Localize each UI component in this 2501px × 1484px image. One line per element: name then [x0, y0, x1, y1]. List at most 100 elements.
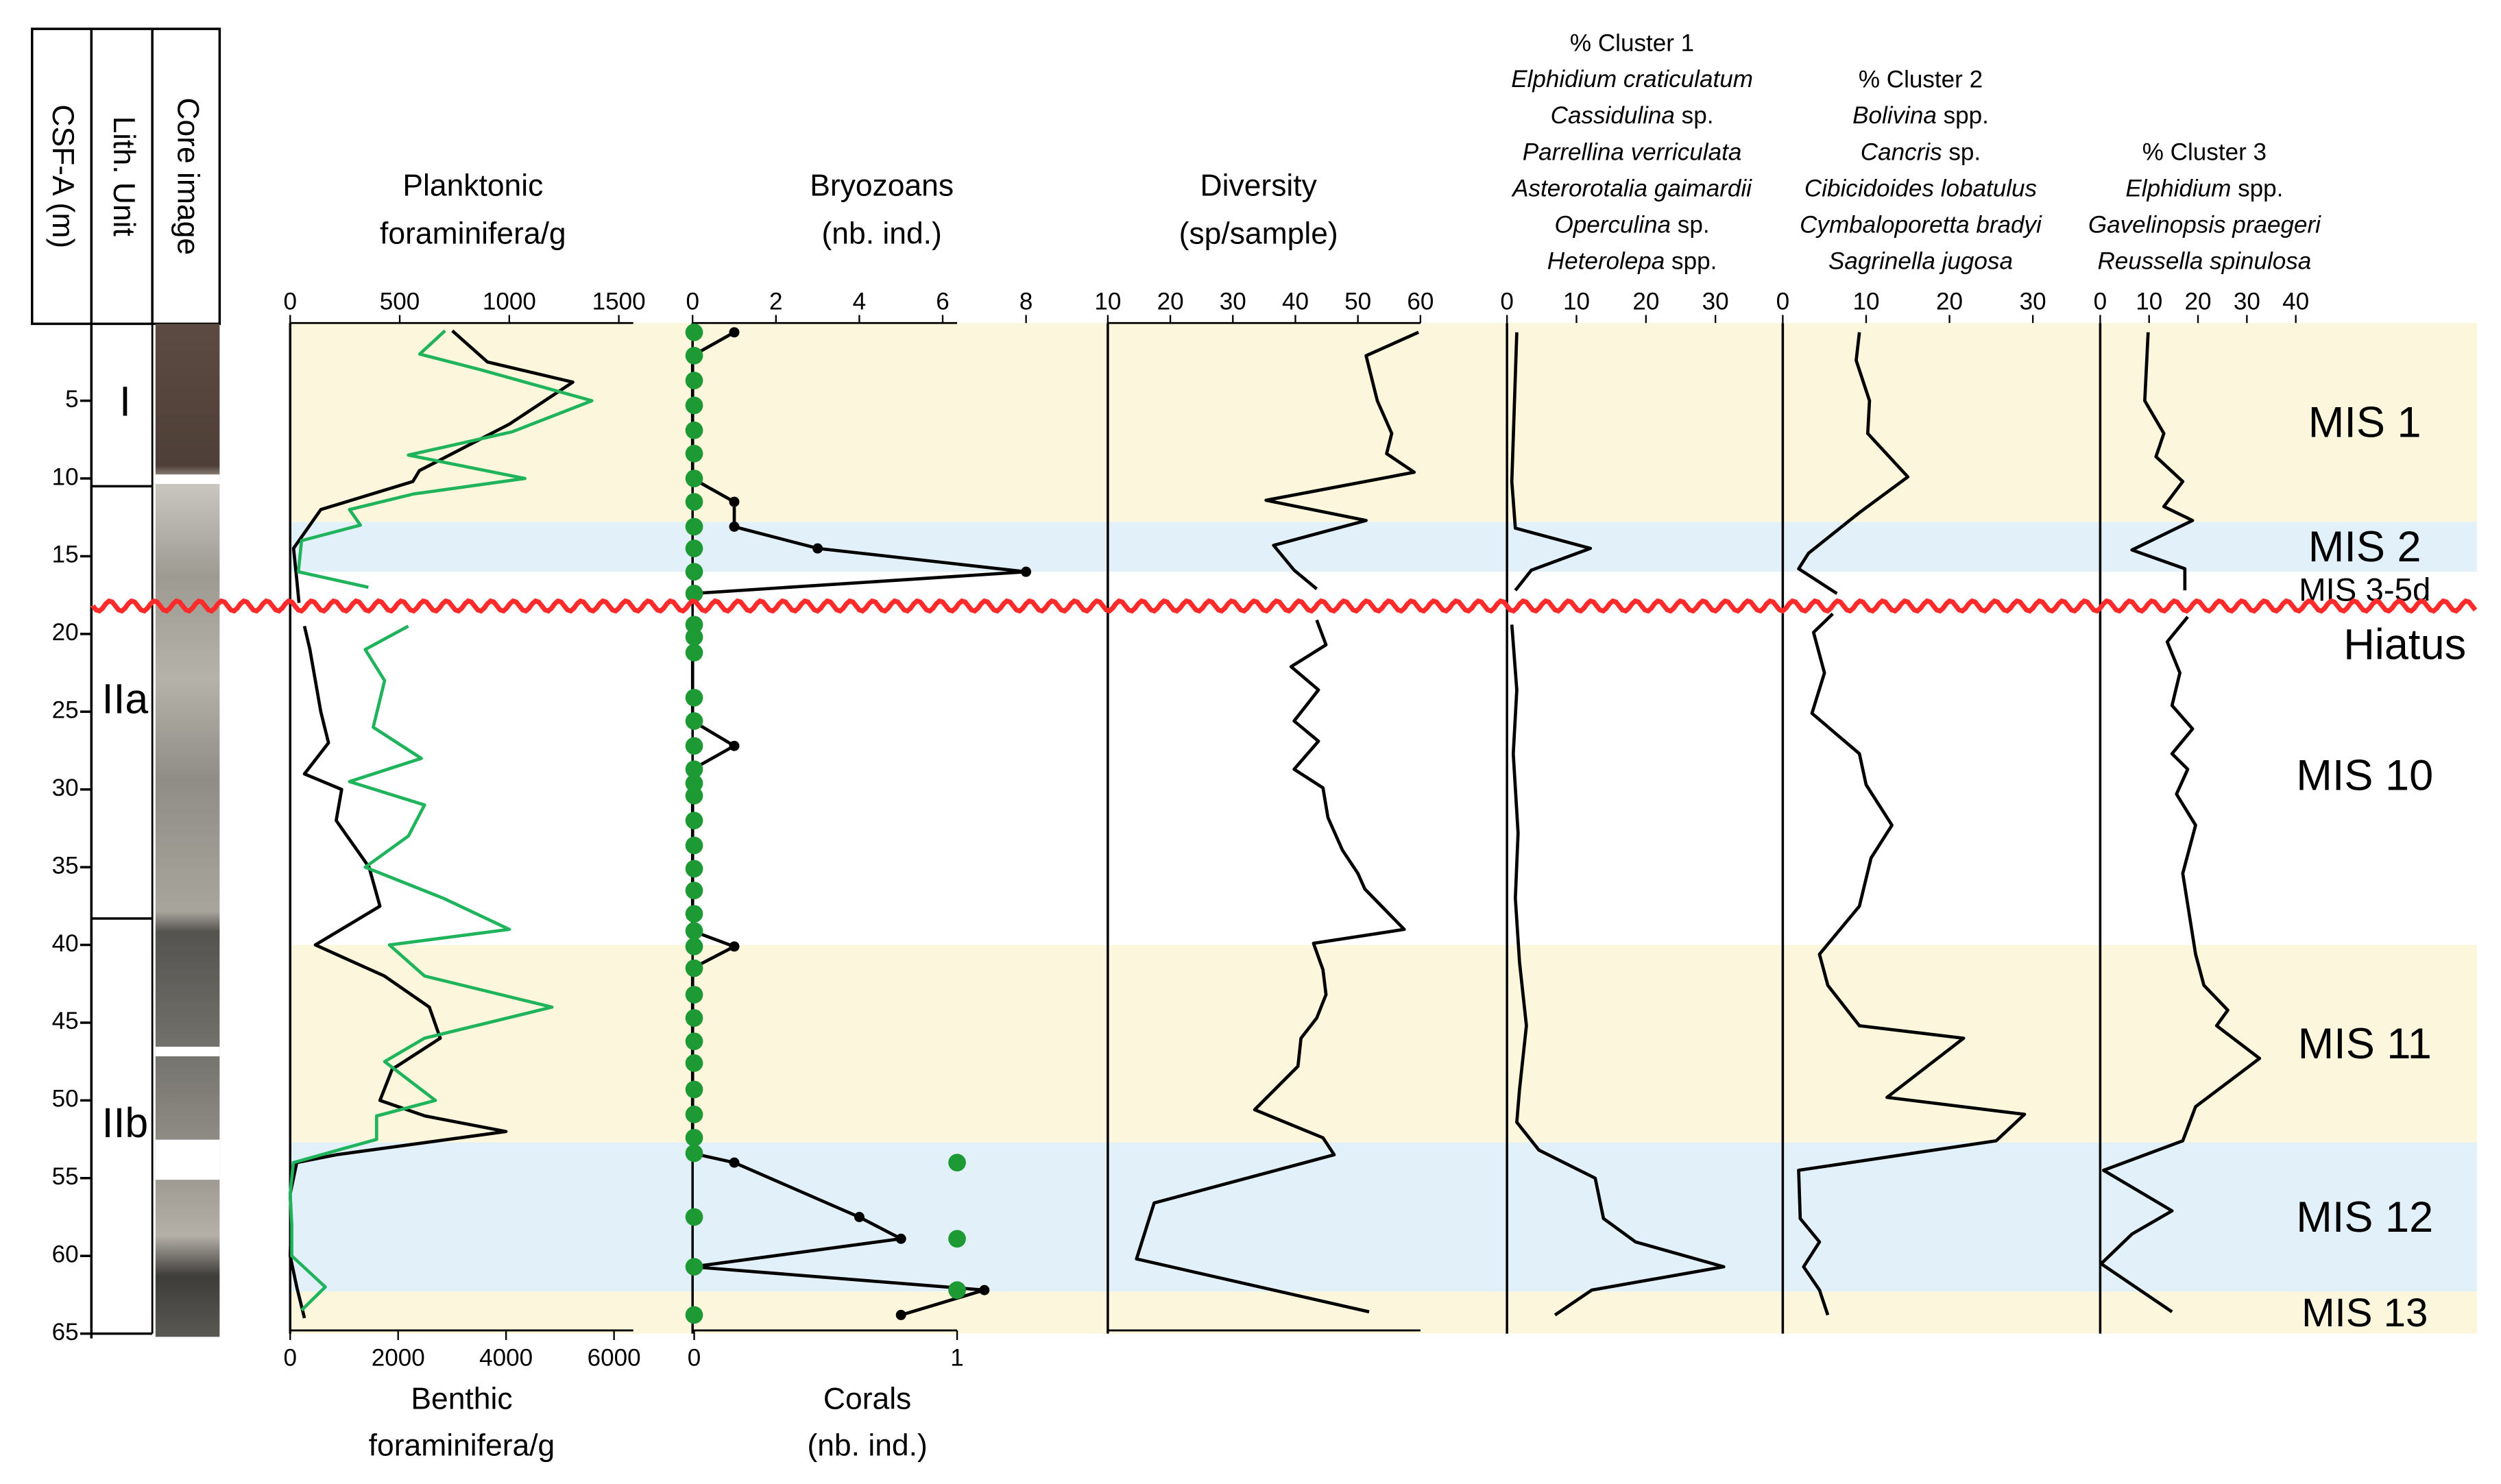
depth-tick-label: 35	[52, 852, 79, 879]
x-tick-label: 500	[380, 288, 420, 315]
data-point	[685, 470, 703, 487]
hiatus-line	[90, 598, 2478, 614]
interval-label: MIS 13	[2301, 1291, 2428, 1335]
x-tick-label: 0	[2094, 288, 2107, 315]
x-tick-label: 0	[688, 1344, 701, 1371]
interval-label: MIS 11	[2298, 1020, 2432, 1068]
interval-label: MIS 10	[2296, 752, 2433, 800]
data-point	[729, 941, 740, 952]
data-point	[685, 1128, 703, 1147]
x-tick-label: 30	[1702, 288, 1729, 315]
data-point	[895, 1309, 906, 1320]
x-tick-label: 6	[936, 288, 950, 315]
interval-bands	[290, 323, 2477, 1334]
species-name: Cibicidoides lobatulus	[1804, 175, 2037, 202]
core-gap	[155, 1047, 220, 1057]
x-tick-label: 10	[1852, 288, 1879, 315]
x-tick-label: 0	[284, 1344, 298, 1371]
depth-tick-label: 5	[65, 386, 79, 413]
x-tick-label: 40	[1282, 288, 1309, 315]
axis-title: Bryozoans	[810, 169, 954, 202]
x-tick-label: 30	[2020, 288, 2046, 315]
data-point	[729, 740, 740, 751]
species-name: Reussella spinulosa	[2097, 248, 2311, 275]
species-name: Gavelinopsis praegeri	[2088, 212, 2321, 239]
data-point	[854, 1212, 865, 1222]
data-point	[685, 518, 703, 536]
data-point	[685, 1009, 703, 1027]
species-name: Asterorotalia gaimardii	[1511, 175, 1752, 202]
axis-title: % Cluster 1	[1570, 29, 1694, 56]
data-point	[685, 937, 703, 956]
data-point	[685, 1054, 703, 1072]
lith-label: IIb	[102, 1099, 149, 1146]
column-header: Core image	[171, 97, 205, 255]
x-tick-label: 0	[1776, 288, 1790, 315]
header-box	[31, 27, 221, 326]
species-name: Cancris sp.	[1861, 139, 1981, 166]
data-point	[685, 396, 703, 415]
x-tick-label: 6000	[588, 1344, 641, 1371]
data-point	[685, 905, 703, 923]
x-tick-label: 20	[1157, 288, 1184, 315]
data-point	[685, 346, 703, 365]
data-point	[685, 1258, 703, 1276]
data-point	[685, 1105, 703, 1123]
interval-band	[290, 1142, 2477, 1292]
data-line	[1510, 332, 1593, 592]
interval-band	[290, 522, 2477, 572]
data-point	[685, 628, 703, 646]
data-line	[288, 624, 554, 1312]
species-name: Parrellina verriculata	[1523, 139, 1742, 166]
data-point	[685, 644, 703, 661]
axis-title: Benthic	[411, 1383, 512, 1416]
data-point	[948, 1154, 966, 1171]
data-point	[685, 737, 703, 755]
x-tick-label: 10	[1094, 288, 1121, 315]
data-point	[729, 327, 740, 338]
data-point	[685, 1080, 703, 1099]
depth-tick-label: 15	[52, 542, 79, 568]
x-tick-label: 2	[769, 288, 783, 315]
depth-tick-label: 20	[52, 619, 79, 646]
data-point	[685, 881, 703, 900]
data-point	[685, 1306, 703, 1324]
x-tick-label: 1000	[483, 288, 536, 315]
axis-title: foraminifera/g	[380, 217, 566, 251]
data-point	[948, 1281, 966, 1299]
data-line	[1797, 332, 1910, 595]
data-point	[685, 585, 703, 603]
axis-title: foraminifera/g	[369, 1428, 555, 1462]
species-name: Cymbaloporetta bradyi	[1800, 212, 2042, 239]
axis-title: Diversity	[1200, 169, 1318, 202]
column-header: Lith. Unit	[107, 117, 141, 237]
interval-label: MIS 3-5d	[2299, 572, 2430, 608]
x-tick-label: 20	[2185, 288, 2212, 315]
depth-tick-label: 55	[52, 1163, 79, 1190]
lith-label: I	[119, 378, 131, 424]
data-point	[685, 539, 703, 557]
data-point	[685, 860, 703, 878]
x-tick-label: 0	[686, 288, 699, 315]
data-point	[685, 760, 703, 779]
data-point	[685, 959, 703, 977]
axis-title: % Cluster 3	[2142, 139, 2267, 166]
data-point	[685, 616, 703, 634]
species-name: Operculina sp.	[1555, 212, 1710, 239]
x-tick-label: 10	[1563, 288, 1590, 315]
x-tick-label: 4000	[479, 1344, 533, 1371]
depth-tick-label: 45	[52, 1008, 79, 1034]
species-name: Elphidium craticulatum	[1511, 66, 1753, 93]
depth-tick-label: 50	[52, 1086, 79, 1112]
lith-label: IIa	[102, 676, 149, 722]
data-point	[685, 493, 703, 511]
species-name: Elphidium spp.	[2125, 175, 2283, 202]
x-tick-label: 30	[2234, 288, 2260, 315]
depth-tick-label: 10	[52, 463, 79, 490]
x-tick-label: 40	[2282, 288, 2309, 315]
x-tick-label: 4	[853, 288, 867, 315]
data-line	[1510, 624, 1726, 1317]
interval-band	[290, 945, 2477, 1143]
interval-band	[290, 323, 2477, 522]
